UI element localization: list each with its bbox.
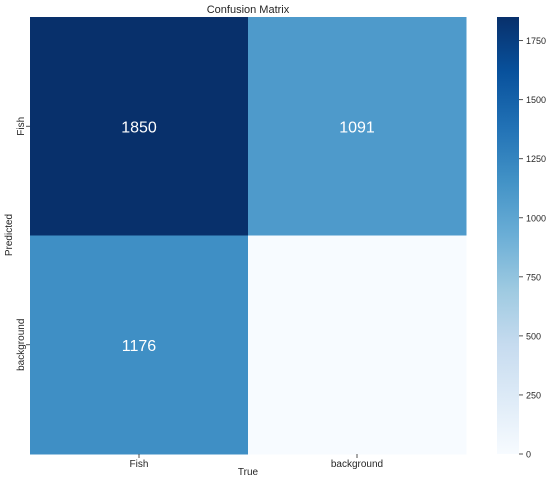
y-axis-ticks: Fish background (16, 117, 30, 371)
colorbar (497, 17, 519, 454)
colorbar-tick-label: 1500 (526, 95, 546, 105)
heatmap-cells (30, 17, 467, 455)
heatmap-cell-r1-c1 (248, 235, 467, 455)
x-tick-label: Fish (130, 459, 149, 470)
heatmap-cell-r0-c0 (30, 17, 249, 236)
colorbar-tick-label: 0 (526, 450, 531, 460)
heatmap-cell-r1-c0 (30, 235, 249, 455)
colorbar-tick-label: 750 (526, 272, 541, 282)
heatmap-cell-r0-c1 (248, 17, 467, 236)
colorbar-tick-label: 500 (526, 331, 541, 341)
colorbar-tick-label: 250 (526, 390, 541, 400)
colorbar-ticks: 0 250 500 750 1000 1250 1500 1750 (519, 36, 546, 460)
cell-value-label: 1176 (122, 338, 157, 355)
cell-value-label: 1091 (339, 119, 375, 136)
x-axis-label: True (238, 467, 259, 478)
y-tick-label: background (16, 319, 27, 371)
chart-title: Confusion Matrix (207, 4, 290, 16)
colorbar-tick-label: 1000 (526, 213, 546, 223)
cell-value-label: 1850 (121, 119, 157, 136)
colorbar-tick-label: 1750 (526, 36, 546, 46)
colorbar-tick-label: 1250 (526, 154, 546, 164)
x-tick-label: background (331, 459, 383, 470)
y-axis-label: Predicted (4, 214, 15, 256)
heatmap-cell-labels: 1850 1091 1176 (121, 119, 375, 355)
y-tick-label: Fish (16, 117, 27, 136)
x-axis-ticks: Fish background (130, 454, 383, 470)
